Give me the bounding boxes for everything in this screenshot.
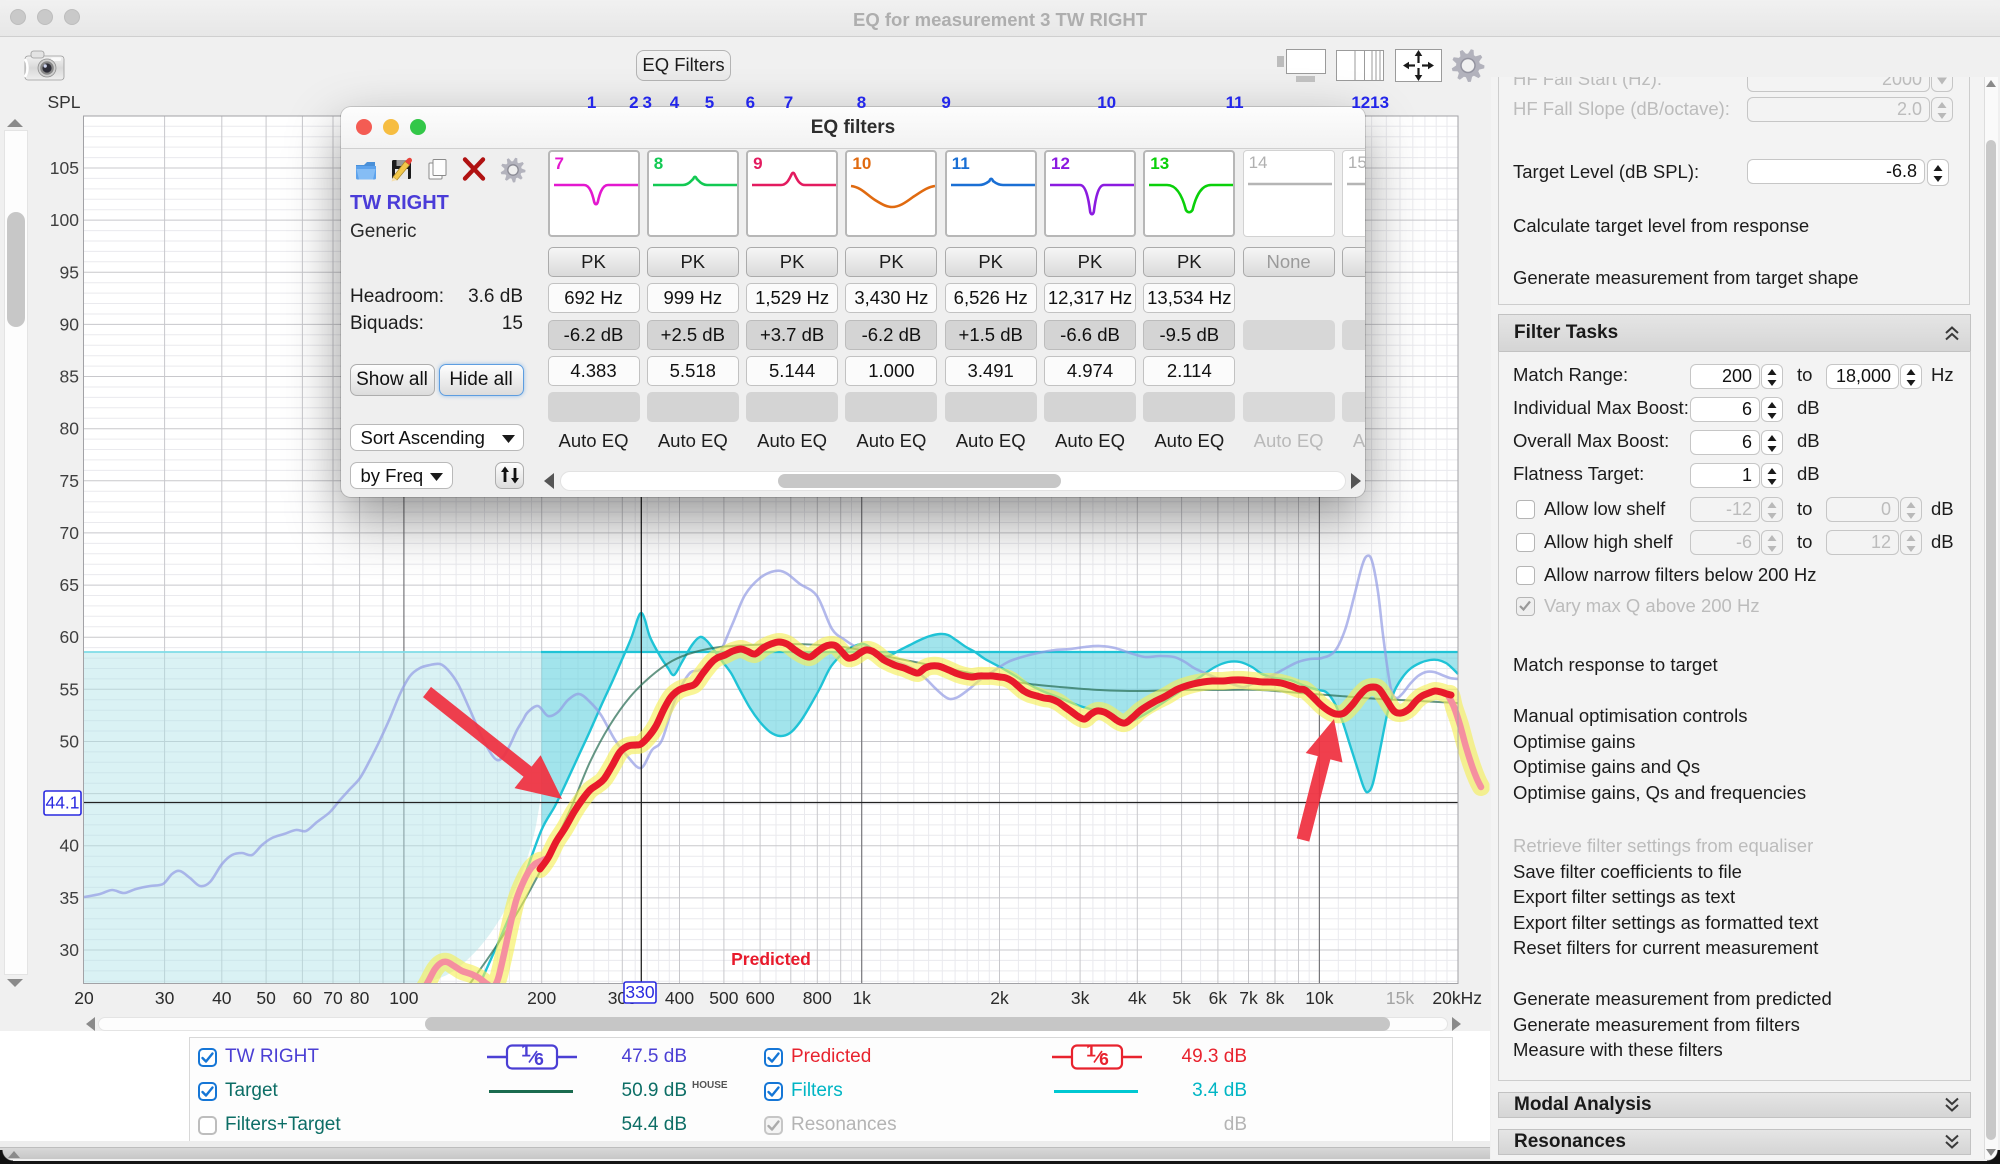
- svg-text:70: 70: [323, 988, 343, 1008]
- svg-text:330: 330: [625, 982, 654, 1002]
- svg-text:35: 35: [60, 888, 79, 908]
- svg-text:SPL: SPL: [47, 92, 80, 112]
- svg-text:600: 600: [745, 988, 774, 1008]
- svg-text:100: 100: [50, 210, 79, 230]
- svg-text:60: 60: [293, 988, 313, 1008]
- svg-text:80: 80: [350, 988, 370, 1008]
- svg-text:8k: 8k: [1266, 988, 1285, 1008]
- svg-text:65: 65: [60, 575, 79, 595]
- svg-text:5k: 5k: [1172, 988, 1191, 1008]
- svg-text:30: 30: [60, 940, 80, 960]
- svg-text:50: 50: [256, 988, 276, 1008]
- svg-text:6: 6: [1099, 1049, 1109, 1069]
- svg-text:3k: 3k: [1071, 988, 1090, 1008]
- svg-text:400: 400: [665, 988, 694, 1008]
- svg-text:60: 60: [60, 627, 80, 647]
- svg-text:2k: 2k: [990, 988, 1009, 1008]
- svg-text:80: 80: [60, 419, 80, 439]
- svg-text:500: 500: [709, 988, 738, 1008]
- svg-text:105: 105: [50, 158, 79, 178]
- svg-text:800: 800: [803, 988, 832, 1008]
- svg-text:20: 20: [74, 988, 94, 1008]
- svg-text:55: 55: [60, 679, 79, 699]
- svg-text:40: 40: [60, 836, 80, 856]
- svg-text:30: 30: [155, 988, 175, 1008]
- svg-text:7k: 7k: [1239, 988, 1258, 1008]
- svg-text:6k: 6k: [1209, 988, 1228, 1008]
- svg-text:44.1: 44.1: [45, 793, 79, 813]
- svg-text:4k: 4k: [1128, 988, 1147, 1008]
- svg-text:70: 70: [60, 523, 80, 543]
- svg-text:1: 1: [521, 1044, 531, 1061]
- svg-text:75: 75: [60, 471, 79, 491]
- svg-text:95: 95: [60, 262, 79, 282]
- svg-text:90: 90: [60, 314, 80, 334]
- svg-text:1: 1: [1086, 1044, 1096, 1061]
- svg-text:15k: 15k: [1386, 988, 1414, 1008]
- svg-text:1k: 1k: [852, 988, 871, 1008]
- svg-text:200: 200: [527, 988, 556, 1008]
- svg-text:Predicted: Predicted: [731, 949, 811, 969]
- svg-text:6: 6: [534, 1049, 544, 1069]
- svg-text:50: 50: [60, 732, 80, 752]
- svg-text:85: 85: [60, 367, 79, 387]
- svg-text:40: 40: [212, 988, 232, 1008]
- svg-text:100: 100: [389, 988, 418, 1008]
- svg-text:10k: 10k: [1305, 988, 1333, 1008]
- svg-text:20kHz: 20kHz: [1432, 988, 1482, 1008]
